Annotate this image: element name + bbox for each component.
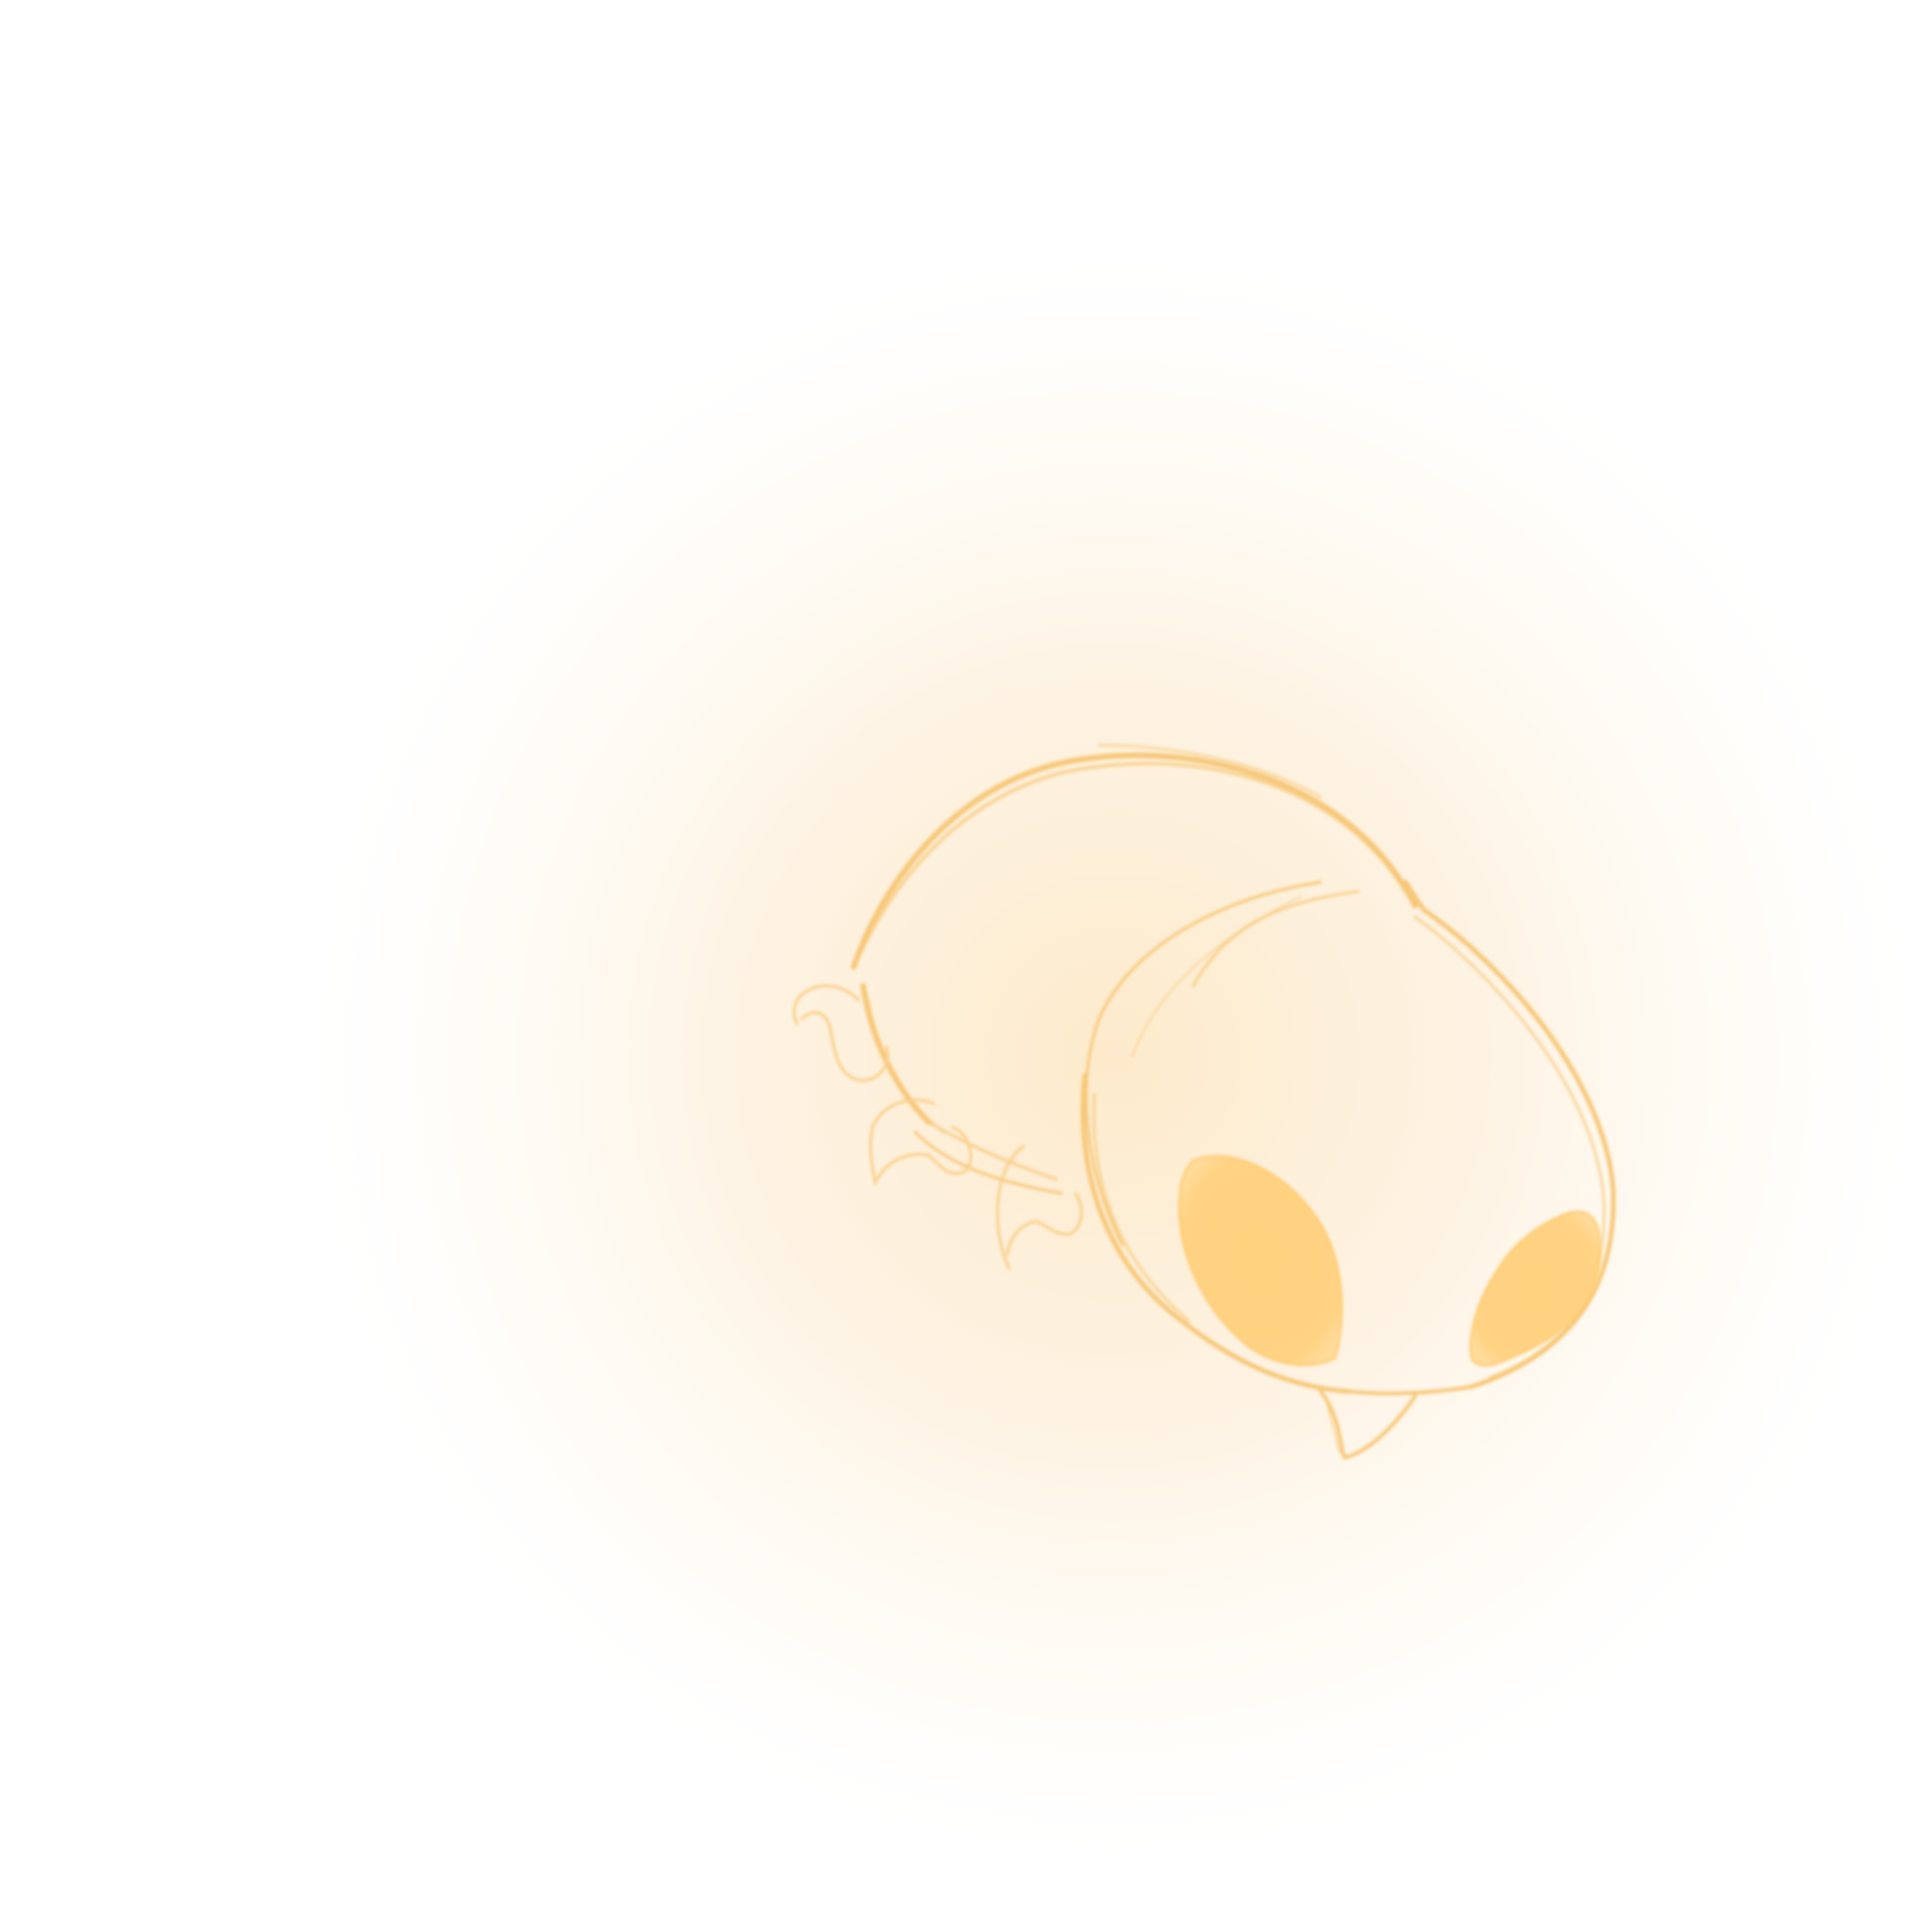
head-outline [1080,880,1616,1396]
left-claw-lower [869,1098,1058,1186]
eyes [1177,1155,1602,1367]
body-outline [851,743,1427,1195]
middle-claw [995,1144,1083,1271]
left-claw-upper [792,984,890,1082]
background-glow [283,255,1932,1877]
left-eye [1177,1155,1343,1366]
right-eye [1469,1210,1602,1367]
mouth-outline [1319,1390,1417,1459]
